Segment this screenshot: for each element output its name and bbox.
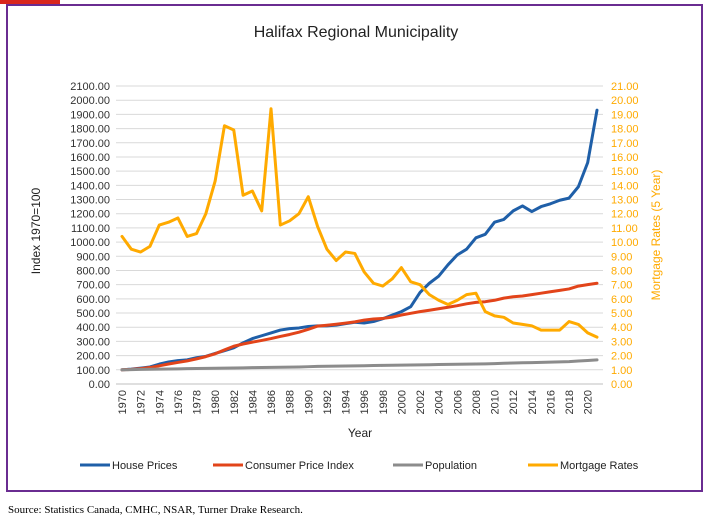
left-axis-ticks: 0.00 100.00 200.00 300.00 400.00 500.00 600.00… — [70, 81, 110, 391]
series-line-consumer-price-index — [120, 281, 599, 372]
right-tick-label: 6.00 — [611, 294, 632, 306]
right-tick-label: 0.00 — [611, 379, 632, 391]
series-line-population — [120, 358, 599, 372]
right-tick-label: 10.00 — [611, 237, 639, 249]
left-tick-label: 500.00 — [76, 308, 110, 320]
x-tick-label: 2012 — [508, 390, 520, 414]
x-tick-label: 2014 — [527, 390, 539, 414]
x-tick-label: 1980 — [210, 390, 222, 414]
x-tick-label: 1990 — [303, 390, 315, 414]
left-tick-label: 1000.00 — [70, 237, 110, 249]
right-tick-label: 8.00 — [611, 265, 632, 277]
right-tick-label: 2.00 — [611, 351, 632, 363]
x-tick-label: 1998 — [378, 390, 390, 414]
top-accent-bar — [0, 0, 60, 4]
left-tick-label: 400.00 — [76, 322, 110, 334]
x-tick-label: 1982 — [229, 390, 241, 414]
left-tick-label: 1900.00 — [70, 109, 110, 121]
left-tick-label: 1400.00 — [70, 180, 110, 192]
x-tick-label: 2016 — [545, 390, 557, 414]
x-tick-label: 1974 — [154, 390, 166, 414]
chart-frame — [6, 4, 703, 492]
series-line-house-prices — [120, 108, 599, 372]
left-tick-label: 100.00 — [76, 365, 110, 377]
left-tick-label: 1600.00 — [70, 152, 110, 164]
line-chart: 0.00 100.00 200.00 300.00 400.00 500.00 600.00… — [29, 24, 663, 472]
right-tick-label: 18.00 — [611, 124, 639, 136]
series-line-mortgage-rates — [120, 107, 599, 339]
source-note: Source: Statistics Canada, CMHC, NSAR, T… — [8, 504, 303, 516]
chart-title: Halifax Regional Municipality — [254, 24, 459, 41]
x-tick-label: 2006 — [452, 390, 464, 414]
left-tick-label: 700.00 — [76, 280, 110, 292]
x-axis-ticks: 1970 1972 1974 1976 1978 1980 1982 1984 1986 1988… — [117, 390, 595, 414]
left-tick-label: 300.00 — [76, 336, 110, 348]
x-tick-label: 2020 — [583, 390, 595, 414]
right-tick-label: 17.00 — [611, 138, 639, 150]
x-tick-label: 2018 — [564, 390, 576, 414]
legend-item-consumer-price-index-label: Consumer Price Index — [245, 460, 354, 472]
left-tick-label: 1700.00 — [70, 138, 110, 150]
left-tick-label: 1500.00 — [70, 166, 110, 178]
x-tick-label: 1988 — [285, 390, 297, 414]
x-tick-label: 1976 — [173, 390, 185, 414]
x-tick-label: 2010 — [490, 390, 502, 414]
right-tick-label: 16.00 — [611, 152, 639, 164]
right-tick-label: 15.00 — [611, 166, 639, 178]
x-tick-label: 1978 — [192, 390, 204, 414]
right-tick-label: 21.00 — [611, 81, 639, 93]
x-tick-label: 1994 — [341, 390, 353, 414]
right-tick-label: 5.00 — [611, 308, 632, 320]
series-lines — [120, 107, 599, 372]
right-tick-label: 4.00 — [611, 322, 632, 334]
right-tick-label: 12.00 — [611, 209, 639, 221]
legend-item-house-prices-label: House Prices — [112, 460, 178, 472]
left-tick-label: 600.00 — [76, 294, 110, 306]
x-tick-label: 1984 — [247, 390, 259, 414]
right-tick-label: 1.00 — [611, 365, 632, 377]
left-tick-label: 1800.00 — [70, 124, 110, 136]
x-tick-label: 1986 — [266, 390, 278, 414]
x-tick-label: 1996 — [359, 390, 371, 414]
x-tick-label: 2004 — [434, 390, 446, 414]
left-tick-label: 1200.00 — [70, 209, 110, 221]
x-tick-label: 1972 — [136, 390, 148, 414]
y-axis-title-right: Mortgage Rates (5 Year) — [649, 170, 663, 301]
right-tick-label: 3.00 — [611, 336, 632, 348]
left-tick-label: 800.00 — [76, 265, 110, 277]
left-tick-label: 0.00 — [89, 379, 110, 391]
right-tick-label: 7.00 — [611, 280, 632, 292]
right-tick-label: 9.00 — [611, 251, 632, 263]
legend-item-population-label: Population — [425, 460, 477, 472]
left-tick-label: 200.00 — [76, 351, 110, 363]
y-axis-title-left: Index 1970=100 — [29, 187, 43, 274]
right-tick-label: 19.00 — [611, 109, 639, 121]
left-tick-label: 900.00 — [76, 251, 110, 263]
right-tick-label: 11.00 — [611, 223, 638, 235]
x-axis-title: Year — [348, 426, 372, 440]
right-axis-ticks: 0.00 1.00 2.00 3.00 4.00 5.00 6.00 7.00 8.00 9.00… — [611, 81, 639, 391]
legend: House Prices Consumer Price Index Populati… — [80, 460, 639, 472]
right-tick-label: 13.00 — [611, 195, 639, 207]
legend-item-mortgage-rates-label: Mortgage Rates — [560, 460, 639, 472]
grid-lines — [116, 85, 603, 385]
x-tick-label: 2002 — [415, 390, 427, 414]
left-tick-label: 1300.00 — [70, 195, 110, 207]
right-tick-label: 14.00 — [611, 180, 639, 192]
right-tick-label: 20.00 — [611, 95, 639, 107]
x-tick-label: 1992 — [322, 390, 334, 414]
left-tick-label: 2100.00 — [70, 81, 110, 93]
x-tick-label: 2000 — [396, 390, 408, 414]
left-tick-label: 1100.00 — [71, 223, 110, 235]
x-tick-label: 2008 — [471, 390, 483, 414]
x-tick-label: 1970 — [117, 390, 129, 414]
left-tick-label: 2000.00 — [70, 95, 110, 107]
